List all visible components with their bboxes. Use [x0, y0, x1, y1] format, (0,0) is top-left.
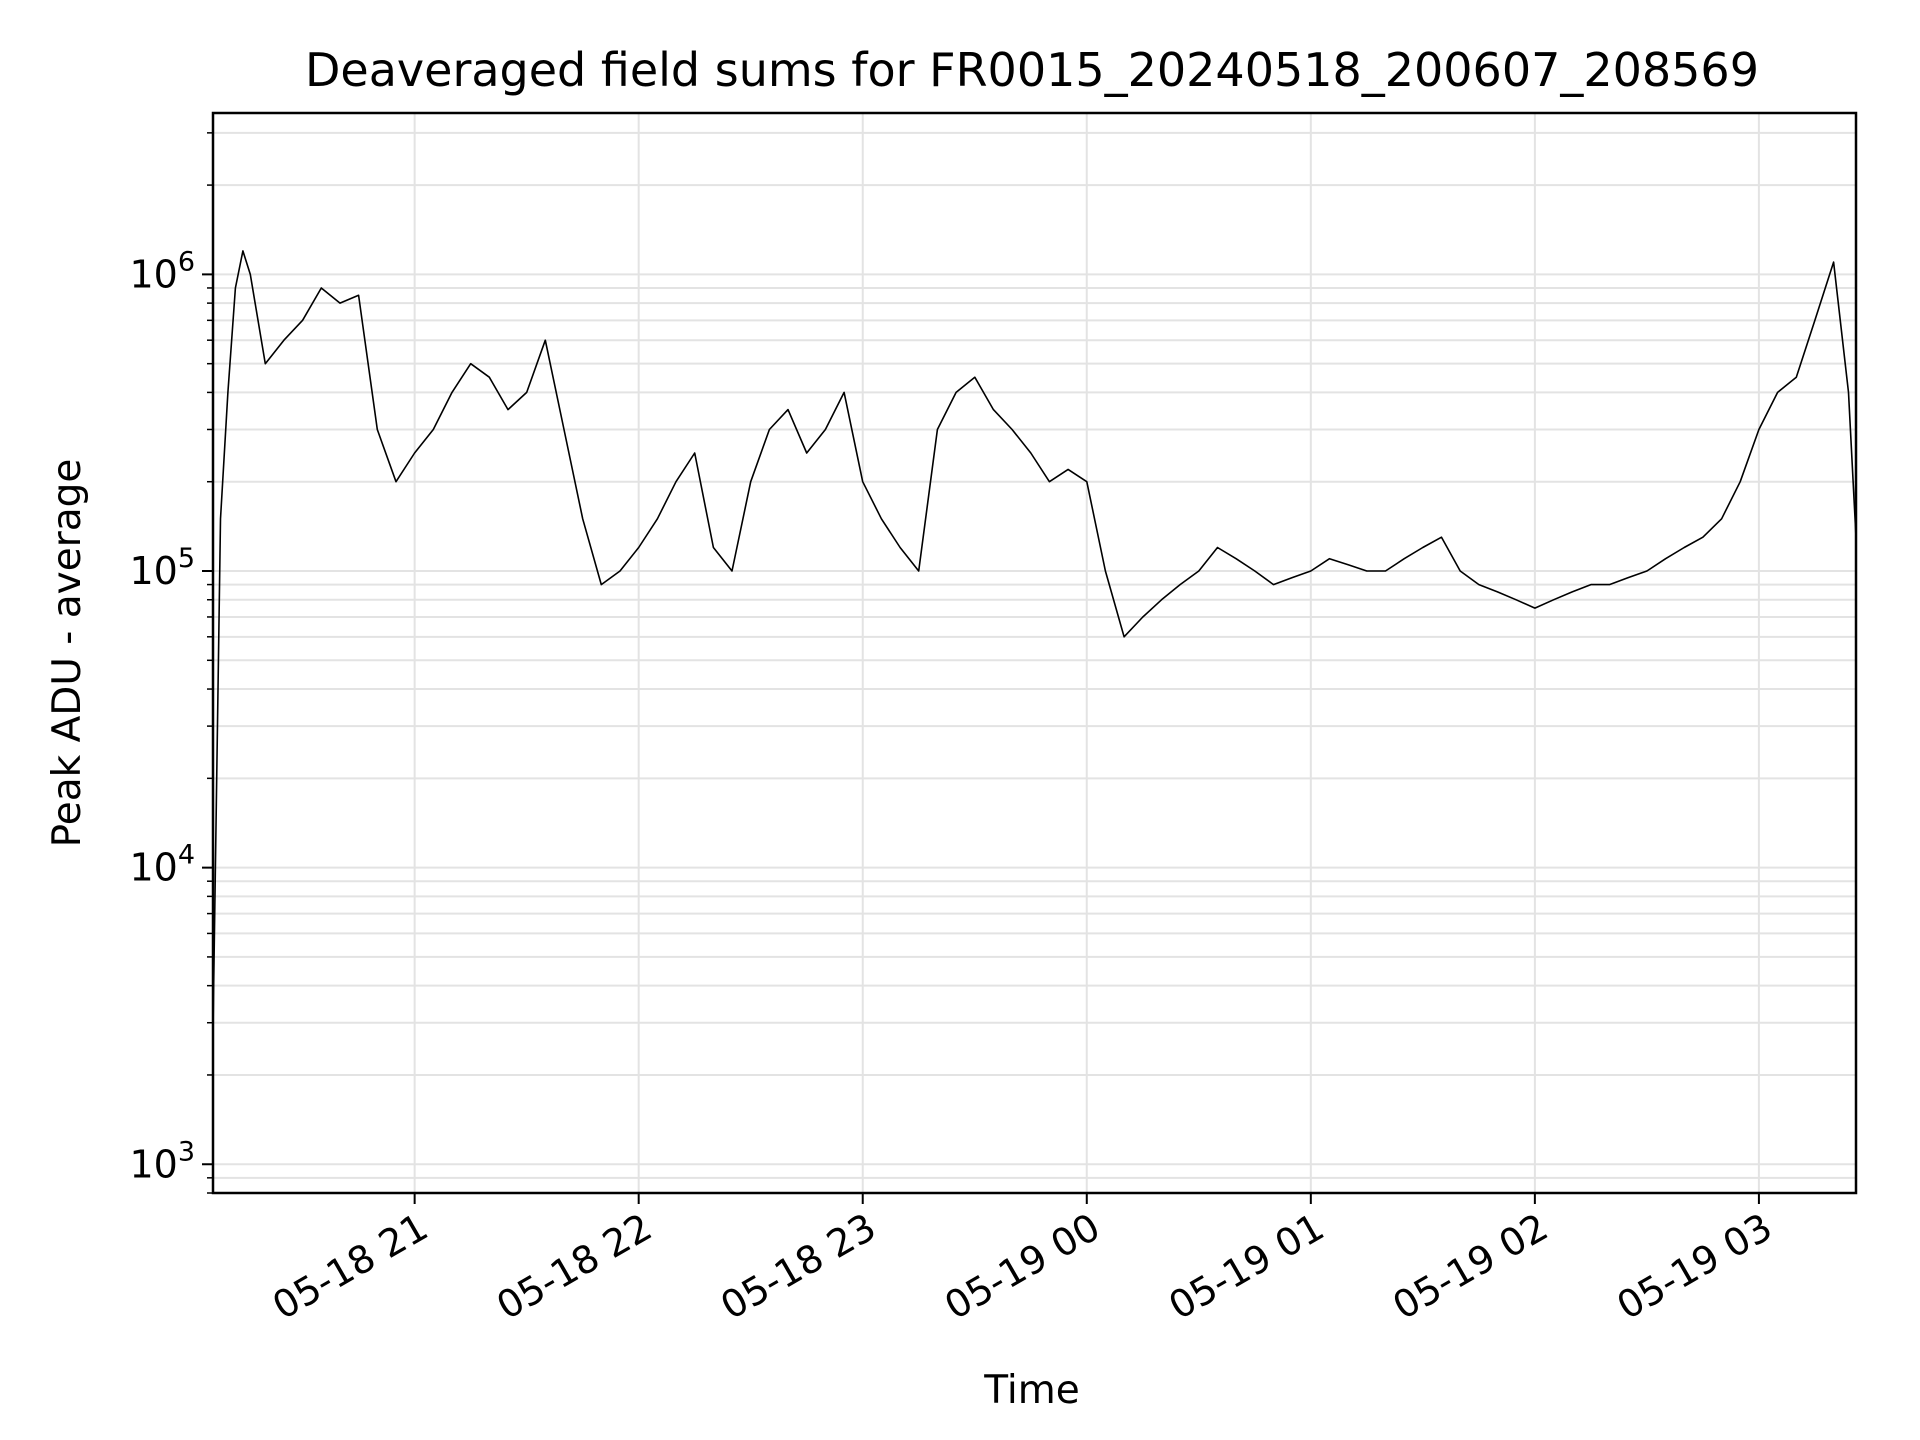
- plot-frame: [211, 111, 1858, 1195]
- series-layer: [212, 250, 1857, 1032]
- y-tick-label: 105: [129, 543, 195, 593]
- x-tick-label: 05-19 03: [1609, 1205, 1779, 1329]
- chart-title: Deaveraged field sums for FR0015_2024051…: [305, 43, 1759, 97]
- y-tick-exponent: 4: [178, 840, 195, 871]
- y-tick-label: 104: [129, 840, 195, 890]
- x-tick-label: 05-18 23: [713, 1205, 883, 1329]
- y-tick-exponent: 3: [178, 1136, 195, 1167]
- x-tick-label: 05-18 22: [489, 1205, 659, 1329]
- x-tick-label: 05-18 21: [265, 1205, 435, 1329]
- y-tick-label: 106: [129, 246, 195, 296]
- x-tick-label: 05-19 00: [937, 1205, 1107, 1329]
- x-axis-label: Time: [983, 1368, 1079, 1413]
- y-tick-exponent: 6: [178, 246, 195, 277]
- x-tick-label: 05-19 01: [1161, 1205, 1331, 1329]
- y-tick-exponent: 5: [178, 543, 195, 574]
- y-tick-base: 10: [129, 1142, 177, 1186]
- y-tick-base: 10: [129, 549, 177, 593]
- series-line: [212, 250, 1857, 1032]
- grid: [213, 113, 1856, 1194]
- x-tick-label: 05-19 02: [1385, 1205, 1555, 1329]
- y-axis-label: Peak ADU - average: [45, 459, 90, 848]
- y-tick-base: 10: [129, 846, 177, 890]
- y-tick-base: 10: [129, 252, 177, 296]
- y-tick-label: 103: [129, 1136, 195, 1186]
